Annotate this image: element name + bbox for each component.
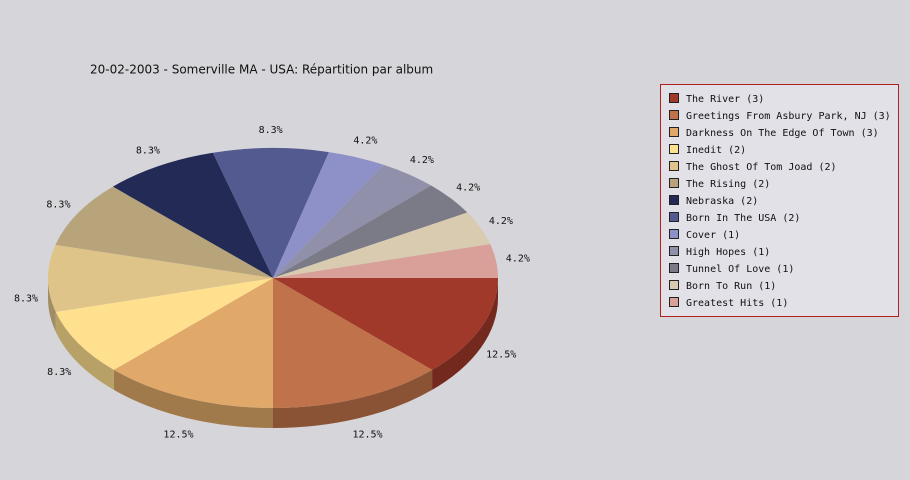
legend-label: Tunnel Of Love (1) — [686, 264, 794, 275]
legend-swatch — [669, 178, 679, 188]
slice — [212, 148, 329, 278]
legend-label: High Hopes (1) — [686, 247, 770, 258]
legend-swatch — [669, 110, 679, 120]
legend-label: Born To Run (1) — [686, 281, 776, 292]
legend-label: Inedit (2) — [686, 145, 746, 156]
slice — [55, 186, 273, 278]
legend-swatch — [669, 127, 679, 137]
data-label: 4.2% — [410, 155, 434, 166]
legend-swatch — [669, 297, 679, 307]
slice-side — [48, 278, 56, 332]
slice-side — [432, 278, 498, 390]
legend-swatch — [669, 212, 679, 222]
data-label: 4.2% — [353, 136, 377, 147]
legend-label: Nebraska (2) — [686, 196, 758, 207]
legend-label: Born In The USA (2) — [686, 213, 800, 224]
data-label: 4.2% — [506, 254, 530, 265]
data-label: 12.5% — [486, 350, 516, 361]
data-label: 12.5% — [352, 430, 382, 441]
slice — [273, 185, 468, 278]
slice — [273, 278, 498, 370]
legend-swatch — [669, 161, 679, 171]
legend-box — [660, 84, 899, 317]
legend-swatch — [669, 195, 679, 205]
slice — [273, 244, 498, 278]
data-label: 4.2% — [456, 182, 480, 193]
legend-label: Greetings From Asbury Park, NJ (3) — [686, 111, 891, 122]
legend-label: Darkness On The Edge Of Town (3) — [686, 128, 879, 139]
slice — [273, 278, 433, 408]
legend-label: The Rising (2) — [686, 179, 770, 190]
slice-side — [55, 311, 114, 390]
slice — [273, 164, 432, 278]
slice — [113, 278, 273, 408]
data-label: 8.3% — [46, 200, 70, 211]
legend-swatch — [669, 263, 679, 273]
data-label: 12.5% — [163, 430, 193, 441]
slice — [273, 212, 491, 278]
legend-label: The River (3) — [686, 94, 764, 105]
slice — [47, 244, 273, 312]
slice — [273, 152, 384, 278]
legend-swatch — [669, 93, 679, 103]
data-label: 8.3% — [136, 145, 160, 156]
chart-title: 20-02-2003 - Somerville MA - USA: Répart… — [90, 63, 433, 77]
slice-side — [273, 369, 433, 428]
data-label: 8.3% — [259, 125, 283, 136]
legend-swatch — [669, 280, 679, 290]
data-label: 8.3% — [14, 293, 38, 304]
legend-swatch — [669, 246, 679, 256]
slice-side — [113, 369, 273, 429]
legend-swatch — [669, 229, 679, 239]
slice — [112, 152, 273, 278]
legend-label: Cover (1) — [686, 230, 740, 241]
data-label: 8.3% — [47, 367, 71, 378]
legend-label: Greatest Hits (1) — [686, 298, 788, 309]
slice — [55, 278, 274, 370]
legend-label: The Ghost Of Tom Joad (2) — [686, 162, 837, 173]
legend-swatch — [669, 144, 679, 154]
data-label: 4.2% — [489, 216, 513, 227]
